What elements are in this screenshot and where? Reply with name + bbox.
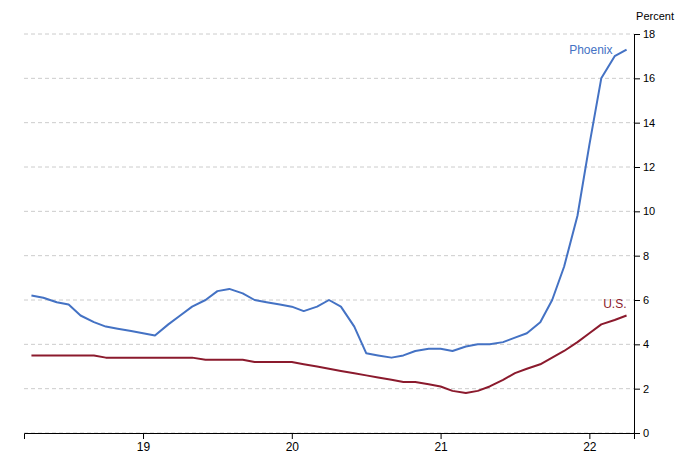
x-tick-mark <box>589 433 590 439</box>
y-tick-mark <box>634 34 640 35</box>
grid-line <box>24 388 634 389</box>
y-tick-label: 0 <box>643 427 649 439</box>
series-line <box>31 50 626 358</box>
y-axis: 0 2 4 6 8 10 12 14 16 18 <box>634 28 655 439</box>
x-tick-mark <box>143 433 144 439</box>
x-tick-label: 22 <box>583 440 597 454</box>
y-tick-label: 12 <box>643 161 655 173</box>
y-tick: 6 <box>634 294 649 306</box>
line-labels: Phoenix U.S. <box>569 43 626 311</box>
x-tick-mark <box>441 433 442 439</box>
grid-line <box>24 78 634 79</box>
x-tick-label: 19 <box>137 440 151 454</box>
x-axis: 19 20 21 22 <box>25 433 635 454</box>
x-tick: 22 <box>583 433 597 454</box>
y-tick-mark <box>634 389 640 390</box>
series-line <box>31 316 626 394</box>
y-tick: 2 <box>634 383 649 395</box>
grid-line <box>24 34 634 35</box>
y-tick-mark <box>634 167 640 168</box>
grid-line <box>24 211 634 212</box>
y-tick-mark <box>634 433 640 434</box>
y-tick: 4 <box>634 338 649 350</box>
x-tick-mark <box>292 433 293 439</box>
y-tick: 18 <box>634 28 655 40</box>
grid <box>24 34 634 433</box>
chart: 19 20 21 22 0 2 4 6 8 10 12 14 16 18 Phoenix U.S. Percen… <box>0 0 680 467</box>
x-tick-label: 21 <box>434 440 448 454</box>
y-tick: 14 <box>634 117 655 129</box>
grid-line <box>24 167 634 168</box>
grid-line <box>24 344 634 345</box>
x-tick: 19 <box>137 433 151 454</box>
grid-line <box>24 122 634 123</box>
y-tick-label: 8 <box>643 250 649 262</box>
y-tick-mark <box>634 344 640 345</box>
plot: 19 20 21 22 0 2 4 6 8 10 12 14 16 18 Phoenix U.S. <box>24 28 655 454</box>
lines <box>31 50 626 394</box>
y-tick-mark <box>634 78 640 79</box>
series-label: Phoenix <box>569 43 612 57</box>
y-tick: 12 <box>634 161 655 173</box>
y-tick: 16 <box>634 72 655 84</box>
y-tick-label: 16 <box>643 72 655 84</box>
y-tick: 8 <box>634 250 649 262</box>
y-tick-label: 18 <box>643 28 655 40</box>
y-tick-mark <box>634 256 640 257</box>
y-tick: 0 <box>634 427 649 439</box>
y-tick-mark <box>634 300 640 301</box>
x-tick: 20 <box>286 433 300 454</box>
grid-line <box>24 255 634 256</box>
y-tick: 10 <box>634 205 655 217</box>
y-tick-label: 14 <box>643 117 655 129</box>
y-tick-mark <box>634 211 640 212</box>
x-tick: 21 <box>434 433 448 454</box>
y-tick-label: 6 <box>643 294 649 306</box>
y-axis-line <box>635 35 641 434</box>
y-axis-title: Percent <box>636 10 674 22</box>
y-tick-label: 2 <box>643 383 649 395</box>
y-tick-label: 10 <box>643 205 655 217</box>
x-tick-label: 20 <box>286 440 300 454</box>
y-tick-label: 4 <box>643 338 649 350</box>
x-axis-line <box>25 434 635 440</box>
y-tick-mark <box>634 123 640 124</box>
series-label: U.S. <box>603 297 626 311</box>
